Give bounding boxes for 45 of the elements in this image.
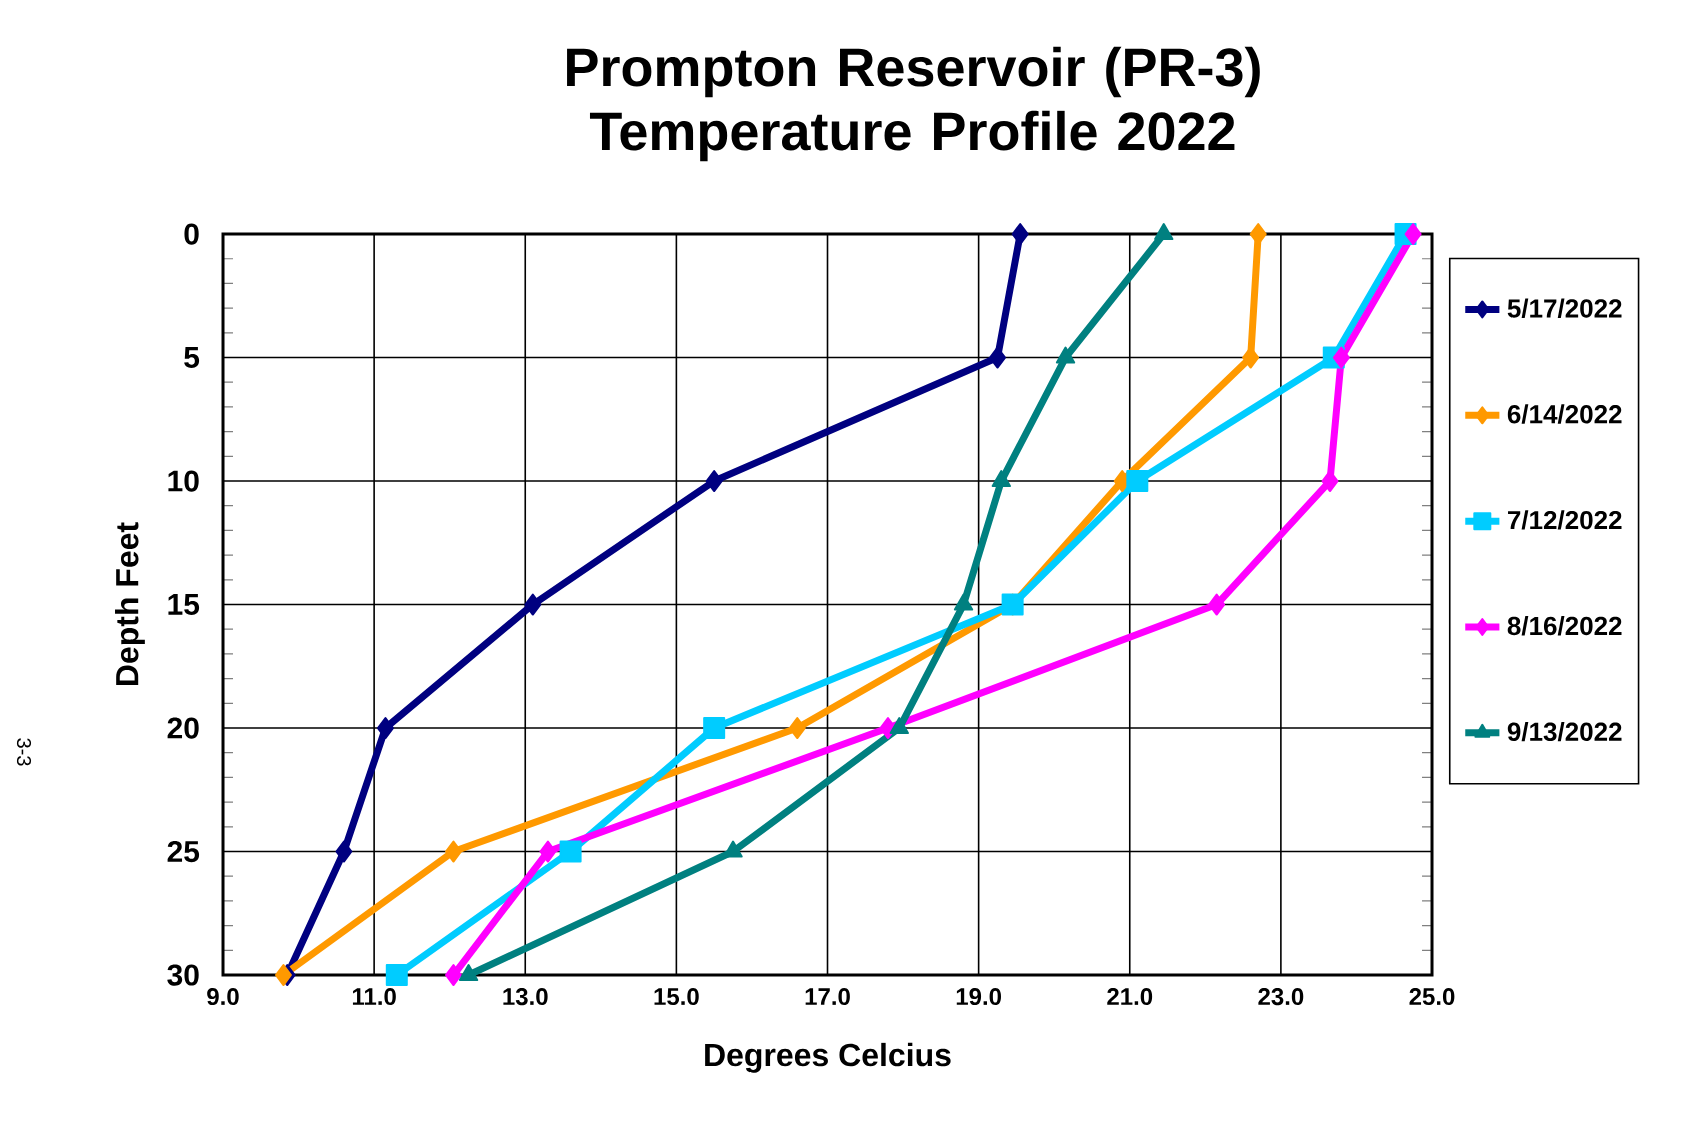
- point: [559, 840, 582, 863]
- point: [703, 717, 726, 740]
- point: [274, 964, 292, 987]
- legend-label: 6/14/2022: [1507, 404, 1622, 424]
- point: [1011, 223, 1029, 246]
- x-tick-label: 21.0: [1107, 988, 1153, 1006]
- y-tick-label: 5: [184, 347, 200, 368]
- x-axis-title: Degrees Celcius: [705, 1042, 951, 1073]
- x-tick-label: 15.0: [654, 988, 699, 1006]
- legend-label: 7/12/2022: [1508, 510, 1622, 530]
- x-tick-label: 11.0: [352, 988, 396, 1006]
- x-tick-label: 13.0: [503, 988, 548, 1006]
- legend-label: 5/17/2022: [1507, 298, 1622, 318]
- legend-label: 8/16/2022: [1507, 616, 1622, 636]
- point: [1404, 223, 1422, 246]
- point: [788, 717, 806, 740]
- x-tick-label: 17.0: [805, 988, 850, 1006]
- y-tick-label: 10: [168, 470, 199, 492]
- x-tick-label: 19.0: [956, 988, 1001, 1006]
- text: 3-3: [16, 738, 32, 766]
- y-tick-label: 15: [168, 594, 200, 615]
- x-tick-label: 23.0: [1258, 988, 1304, 1006]
- point: [989, 346, 1007, 369]
- point: [1126, 470, 1149, 493]
- point: [524, 593, 542, 616]
- point: [444, 964, 462, 987]
- point: [1242, 346, 1260, 369]
- point: [1321, 470, 1339, 493]
- legend-label: 9/13/2022: [1507, 721, 1622, 742]
- y-axis-title: Depth Feet: [115, 522, 145, 686]
- point: [385, 964, 408, 987]
- point: [376, 717, 394, 740]
- y-tick-label: 0: [184, 223, 199, 245]
- y-tick-label: 30: [167, 964, 199, 986]
- y-tick-label: 20: [167, 717, 199, 739]
- point: [335, 840, 353, 863]
- point: [1332, 346, 1350, 369]
- point: [1208, 593, 1226, 616]
- chart-title: Prompton Reservoir (PR-3) Temperature Profile 2022: [567, 46, 1260, 162]
- x-tick-label: 25.0: [1409, 988, 1455, 1006]
- x-tick-label: 9.0: [207, 988, 239, 1006]
- point: [705, 470, 723, 493]
- point: [444, 840, 462, 863]
- y-tick-label: 25: [167, 840, 200, 863]
- point: [539, 840, 557, 863]
